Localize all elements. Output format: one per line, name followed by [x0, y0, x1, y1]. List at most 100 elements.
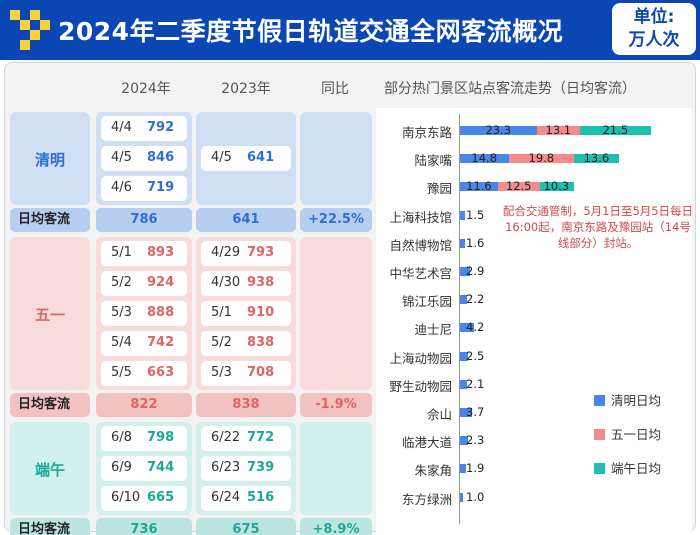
bar-segment: [539, 182, 574, 192]
unit-label: 单位:: [633, 7, 675, 27]
daily-flow-cell: 6/9 744: [101, 455, 187, 481]
cell-date: 5/2: [111, 274, 132, 290]
section-name: 五一: [34, 305, 65, 324]
chart-area: [376, 108, 692, 532]
cell-value: 888: [147, 304, 175, 320]
cell-value: 665: [147, 489, 175, 505]
cell-value: 663: [147, 364, 175, 380]
daily-flow-cell: 4/29 793: [201, 240, 291, 266]
cell-value: 719: [147, 179, 175, 195]
col-header-2023: 2023年: [221, 81, 271, 97]
bar-value-label: 2.3: [466, 433, 485, 448]
avg-2024-value: 822: [96, 393, 192, 417]
cell-date: 4/5: [211, 149, 232, 165]
cell-date: 5/4: [111, 334, 132, 350]
section-label-bg: [10, 112, 90, 205]
cell-value: 924: [147, 274, 175, 290]
bar-segment: [460, 267, 470, 276]
bar-segment: [580, 126, 652, 135]
station-label: 东方绿洲: [401, 491, 452, 507]
cell-date: 5/3: [111, 304, 132, 320]
page-title: 2024年二季度节假日轨道交通全网客流概况: [58, 17, 564, 46]
bar-value-label: 1.5: [466, 207, 485, 222]
avg-2023-value: 641: [196, 208, 296, 232]
daily-flow-cell: 5/3 708: [201, 360, 291, 386]
daily-flow-cell: 4/30 938: [201, 270, 291, 296]
cell-date: 5/5: [111, 364, 132, 380]
cell-date: 6/10: [111, 489, 141, 505]
cell-value: 798: [147, 429, 175, 445]
chart-title: 部分热门景区站点客流走势（日均客流）: [384, 81, 636, 97]
bar-value-label: 4.2: [466, 320, 485, 335]
cell-value: 793: [247, 244, 275, 260]
section-name: 端午: [34, 460, 65, 479]
legend-swatch: [594, 429, 605, 440]
cell-date: 4/29: [211, 244, 241, 260]
bar-value-label: 21.5: [602, 123, 629, 137]
daily-flow-cell: 5/2 838: [201, 330, 291, 356]
legend-label: 清明日均: [611, 393, 662, 408]
bar-segment: [460, 436, 468, 446]
legend-label: 五一日均: [611, 427, 662, 442]
bar-value-label: 13.6: [583, 151, 610, 166]
bar-segment: [460, 238, 466, 248]
cell-date: 5/2: [211, 334, 232, 350]
section-label-bg: [10, 422, 90, 515]
daily-flow-cell: 6/23 739: [201, 455, 291, 481]
station-label: 上海科技馆: [389, 209, 452, 225]
daily-flow-cell: 5/1 910: [201, 300, 291, 326]
bar-value-label: 11.6: [466, 179, 492, 194]
daily-flow-cell: 4/4 792: [101, 115, 187, 141]
bar-value-label: 14.8: [471, 151, 498, 166]
station-label: 南京东路: [401, 125, 452, 140]
cell-date: 4/30: [211, 274, 241, 290]
cell-date: 6/8: [111, 429, 132, 445]
daily-flow-cell: 4/5 641: [201, 145, 291, 171]
section-yoy-bg: [300, 112, 372, 205]
cell-date: 5/1: [211, 304, 232, 320]
station-label: 豫园: [426, 181, 452, 197]
bar-value-label: 19.8: [528, 151, 555, 166]
section-name: 清明: [34, 150, 65, 169]
yoy-value: +8.9%: [300, 518, 372, 535]
cell-value: 739: [247, 459, 275, 475]
bar-segment: [574, 154, 620, 164]
daily-flow-cell: 6/8 798: [101, 425, 187, 451]
chart-annotation: 配合交通管制，5月1日至5月5日每日16:00起，南京东路及豫园站（14号线部分…: [502, 204, 694, 250]
bar-value-label: 2.5: [466, 348, 485, 363]
bar-value-label: 10.3: [543, 179, 570, 194]
legend-swatch: [594, 463, 605, 474]
avg-2023-value: 675: [196, 518, 296, 535]
station-label: 佘山: [426, 407, 452, 422]
daily-flow-cell: 5/3 888: [101, 300, 187, 326]
bar-value-label: 2.1: [466, 376, 485, 391]
bar-value-label: 1.0: [466, 489, 485, 504]
cell-value: 744: [147, 459, 175, 475]
header-bar: 2024年二季度节假日轨道交通全网客流概况 单位: 万人次: [0, 0, 700, 60]
station-label: 迪士尼: [414, 322, 452, 338]
bar-segment: [460, 379, 467, 389]
cell-value: 772: [247, 429, 275, 445]
cell-value: 910: [247, 304, 275, 320]
unit-badge: 单位: 万人次: [612, 3, 696, 55]
bar-segment: [536, 126, 581, 135]
daily-flow-cell: 4/5 846: [101, 145, 187, 171]
avg-flow-label: 日均客流: [10, 208, 90, 232]
cell-value: 792: [147, 119, 175, 135]
cell-value: 516: [247, 489, 275, 505]
bar-value-label: 13.1: [545, 123, 572, 137]
bar-segment: [508, 154, 575, 164]
chart-axis: [459, 114, 460, 524]
col-header-yoy: 同比: [321, 81, 349, 97]
legend-label: 端午日均: [611, 461, 662, 476]
station-label: 野生动物园: [389, 378, 452, 394]
avg-2024-value: 786: [96, 208, 192, 232]
bar-segment: [460, 182, 499, 192]
legend-item: 五一日均: [594, 424, 661, 443]
bar-segment: [460, 126, 537, 135]
cell-date: 6/23: [211, 459, 241, 475]
cell-value: 938: [247, 274, 275, 290]
bar-value-label: 3.7: [466, 405, 485, 419]
bar-value-label: 2.2: [466, 292, 485, 307]
cell-value: 838: [247, 334, 275, 350]
